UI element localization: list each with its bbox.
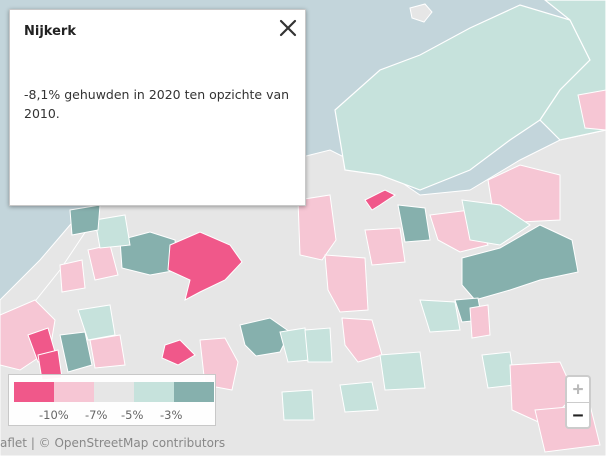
legend-label: -10% (39, 408, 69, 422)
legend-swatch (174, 382, 214, 402)
popup-title: Nijkerk (24, 24, 76, 39)
legend-swatch (54, 382, 94, 402)
legend-labels: -10% -7% -5% -3% (9, 408, 217, 422)
municipality-pink-3 (364, 227, 406, 266)
close-icon[interactable] (276, 16, 300, 40)
legend: -10% -7% -5% -3% (8, 374, 216, 426)
legend-swatch (94, 382, 134, 402)
municipality-light-teal-8 (281, 389, 315, 421)
municipality-teal-5 (59, 331, 93, 373)
info-popup: Nijkerk -8,1% gehuwden in 2020 ten opzic… (9, 9, 306, 206)
municipality-teal-4 (239, 317, 291, 357)
municipality-nijkerk (167, 231, 243, 301)
municipality-dark-pink-small (364, 189, 396, 211)
popup-text: -8,1% gehuwden in 2020 ten opzichte van … (24, 87, 290, 121)
municipality-pink-7 (341, 317, 383, 363)
zoom-in-button[interactable]: + (567, 377, 589, 403)
municipality-pink-14 (59, 259, 86, 293)
legend-swatch (14, 382, 54, 402)
municipality-dark-teal-3 (461, 224, 579, 301)
zoom-control: + − (565, 375, 591, 429)
municipality-pink-6 (469, 304, 491, 339)
municipality-dark-pink-4 (161, 339, 196, 366)
legend-label: -7% (85, 408, 108, 422)
municipality-light-teal-7 (339, 381, 379, 413)
municipality-pink-11 (89, 334, 126, 369)
legend-swatches (14, 382, 214, 402)
municipality-light-teal-1 (461, 199, 531, 246)
municipality-light-teal-5 (379, 351, 426, 391)
map-attribution[interactable]: aflet | © OpenStreetMap contributors (0, 436, 226, 450)
municipality-light-teal-4 (304, 327, 333, 363)
island (409, 3, 433, 23)
legend-swatch (134, 382, 174, 402)
zoom-out-button[interactable]: − (572, 405, 584, 426)
close-icon-glyph (279, 19, 297, 37)
municipality-pink-15 (577, 89, 606, 131)
municipality-teal-2 (397, 204, 431, 243)
legend-label: -5% (121, 408, 144, 422)
municipality-light-teal-9 (77, 304, 116, 341)
municipality-light-teal-10 (94, 214, 131, 249)
legend-label: -3% (160, 408, 183, 422)
municipality-pink-2 (324, 254, 369, 313)
municipality-pink-1 (297, 194, 337, 261)
municipality-light-teal-2 (419, 299, 461, 333)
municipality-teal-6 (69, 204, 101, 236)
